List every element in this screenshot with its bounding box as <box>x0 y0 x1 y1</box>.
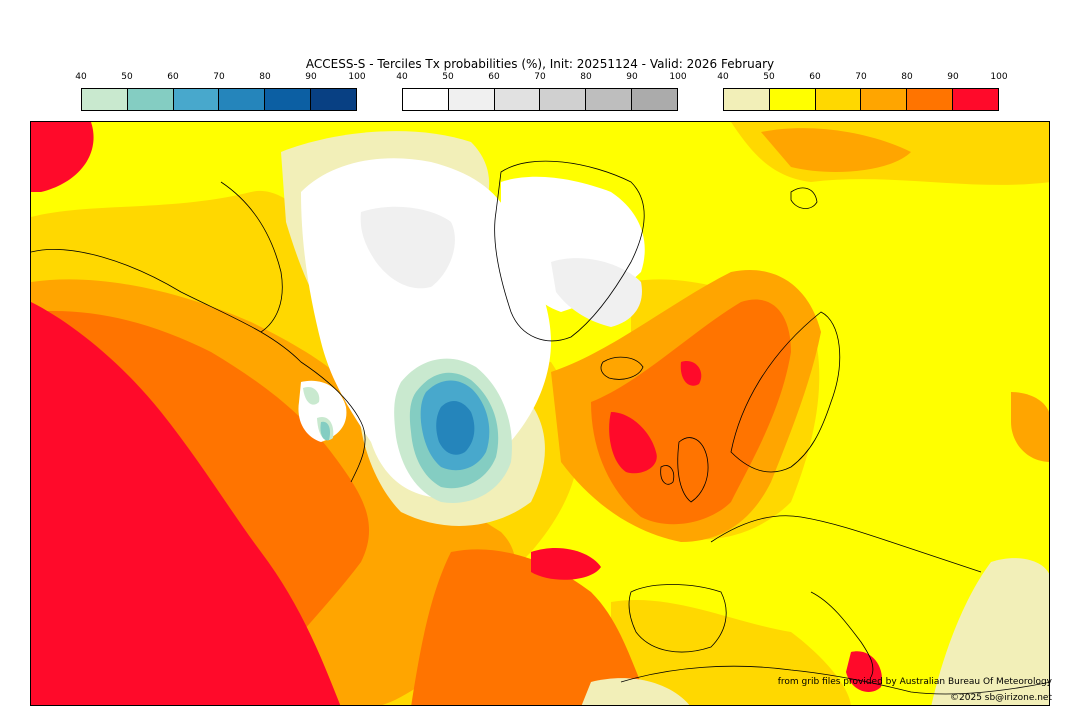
legend-tick: 60 <box>488 72 500 82</box>
legend-swatch <box>907 89 954 110</box>
legend-swatch <box>219 89 266 110</box>
region-lightgrey <box>360 206 455 289</box>
legend-tick: 40 <box>717 72 729 82</box>
legend-tick: 40 <box>396 72 408 82</box>
legend-swatch <box>769 89 816 110</box>
legend-tick: 100 <box>348 72 366 82</box>
coastline-italy <box>810 591 874 678</box>
region-darkblue <box>436 400 475 455</box>
legend-swatch <box>861 89 908 110</box>
region-orange <box>761 128 911 172</box>
legend-swatch <box>173 89 220 110</box>
legend-swatch <box>403 89 449 110</box>
legend-above-normal <box>723 88 999 111</box>
legend-tick: 90 <box>626 72 638 82</box>
region-palegreen <box>303 386 320 405</box>
coastline-greenland <box>494 160 645 342</box>
region-cream <box>581 678 690 705</box>
chart-title: ACCESS-S - Terciles Tx probabilities (%)… <box>305 57 775 71</box>
legend-tick: 40 <box>75 72 87 82</box>
legend-swatch <box>448 89 495 110</box>
source-credit: from grib files provided by Australian B… <box>777 677 1052 687</box>
copyright-credit: ©2025 sb@irizone.net <box>950 693 1052 703</box>
legend-above-ticks: 40 50 60 70 80 90 100 <box>717 72 1007 84</box>
region-lightgrey <box>551 258 642 327</box>
coastline-north-america <box>31 249 366 483</box>
legend-swatch <box>127 89 174 110</box>
legend-swatch <box>586 89 633 110</box>
legend-tick: 90 <box>947 72 959 82</box>
region-red <box>531 547 601 580</box>
region-red <box>846 651 882 692</box>
legend-below-normal <box>81 88 357 111</box>
legend-tick: 50 <box>442 72 454 82</box>
legend-tick: 70 <box>213 72 225 82</box>
coastline-north-africa <box>620 665 1049 695</box>
legend-swatch <box>311 89 356 110</box>
legend-swatch <box>953 89 998 110</box>
coastline-hudson <box>220 181 283 333</box>
legend-tick: 60 <box>809 72 821 82</box>
region-teal <box>320 421 331 441</box>
legend-swatch <box>724 89 770 110</box>
coastline-iberia <box>628 584 727 653</box>
coastline-scandinavia <box>730 311 841 473</box>
coastline-ireland <box>660 465 675 485</box>
region-darkorange <box>411 549 651 705</box>
legend-tick: 70 <box>534 72 546 82</box>
legend-tick: 80 <box>901 72 913 82</box>
legend-tick: 50 <box>121 72 133 82</box>
coastline-europe <box>710 515 982 573</box>
probability-map <box>30 121 1050 706</box>
legend-tick: 60 <box>167 72 179 82</box>
legend-swatch <box>265 89 312 110</box>
legend-tick: 90 <box>305 72 317 82</box>
legend-tick: 100 <box>990 72 1008 82</box>
region-red <box>609 412 657 474</box>
legend-swatch <box>540 89 587 110</box>
legend-tick: 100 <box>669 72 687 82</box>
coastline-svalbard <box>790 187 818 209</box>
legend-near-ticks: 40 50 60 70 80 90 100 <box>396 72 686 84</box>
coastline-iceland <box>600 356 644 380</box>
legend-tick: 50 <box>763 72 775 82</box>
legend-tick: 80 <box>580 72 592 82</box>
region-orange <box>1011 392 1049 462</box>
region-red <box>680 361 702 386</box>
coastline-british-isles <box>677 437 709 503</box>
region-red <box>31 122 94 192</box>
region-gold <box>611 599 851 705</box>
region-cream <box>931 558 1049 705</box>
legend-swatch <box>815 89 862 110</box>
map-canvas <box>31 122 1049 705</box>
legend-tick: 80 <box>259 72 271 82</box>
legend-below-ticks: 40 50 60 70 80 90 100 <box>75 72 365 84</box>
legend-swatch <box>632 89 677 110</box>
legend-swatch <box>82 89 128 110</box>
legend-tick: 70 <box>855 72 867 82</box>
legend-swatch <box>494 89 541 110</box>
legend-near-normal <box>402 88 678 111</box>
region-red <box>31 302 341 705</box>
